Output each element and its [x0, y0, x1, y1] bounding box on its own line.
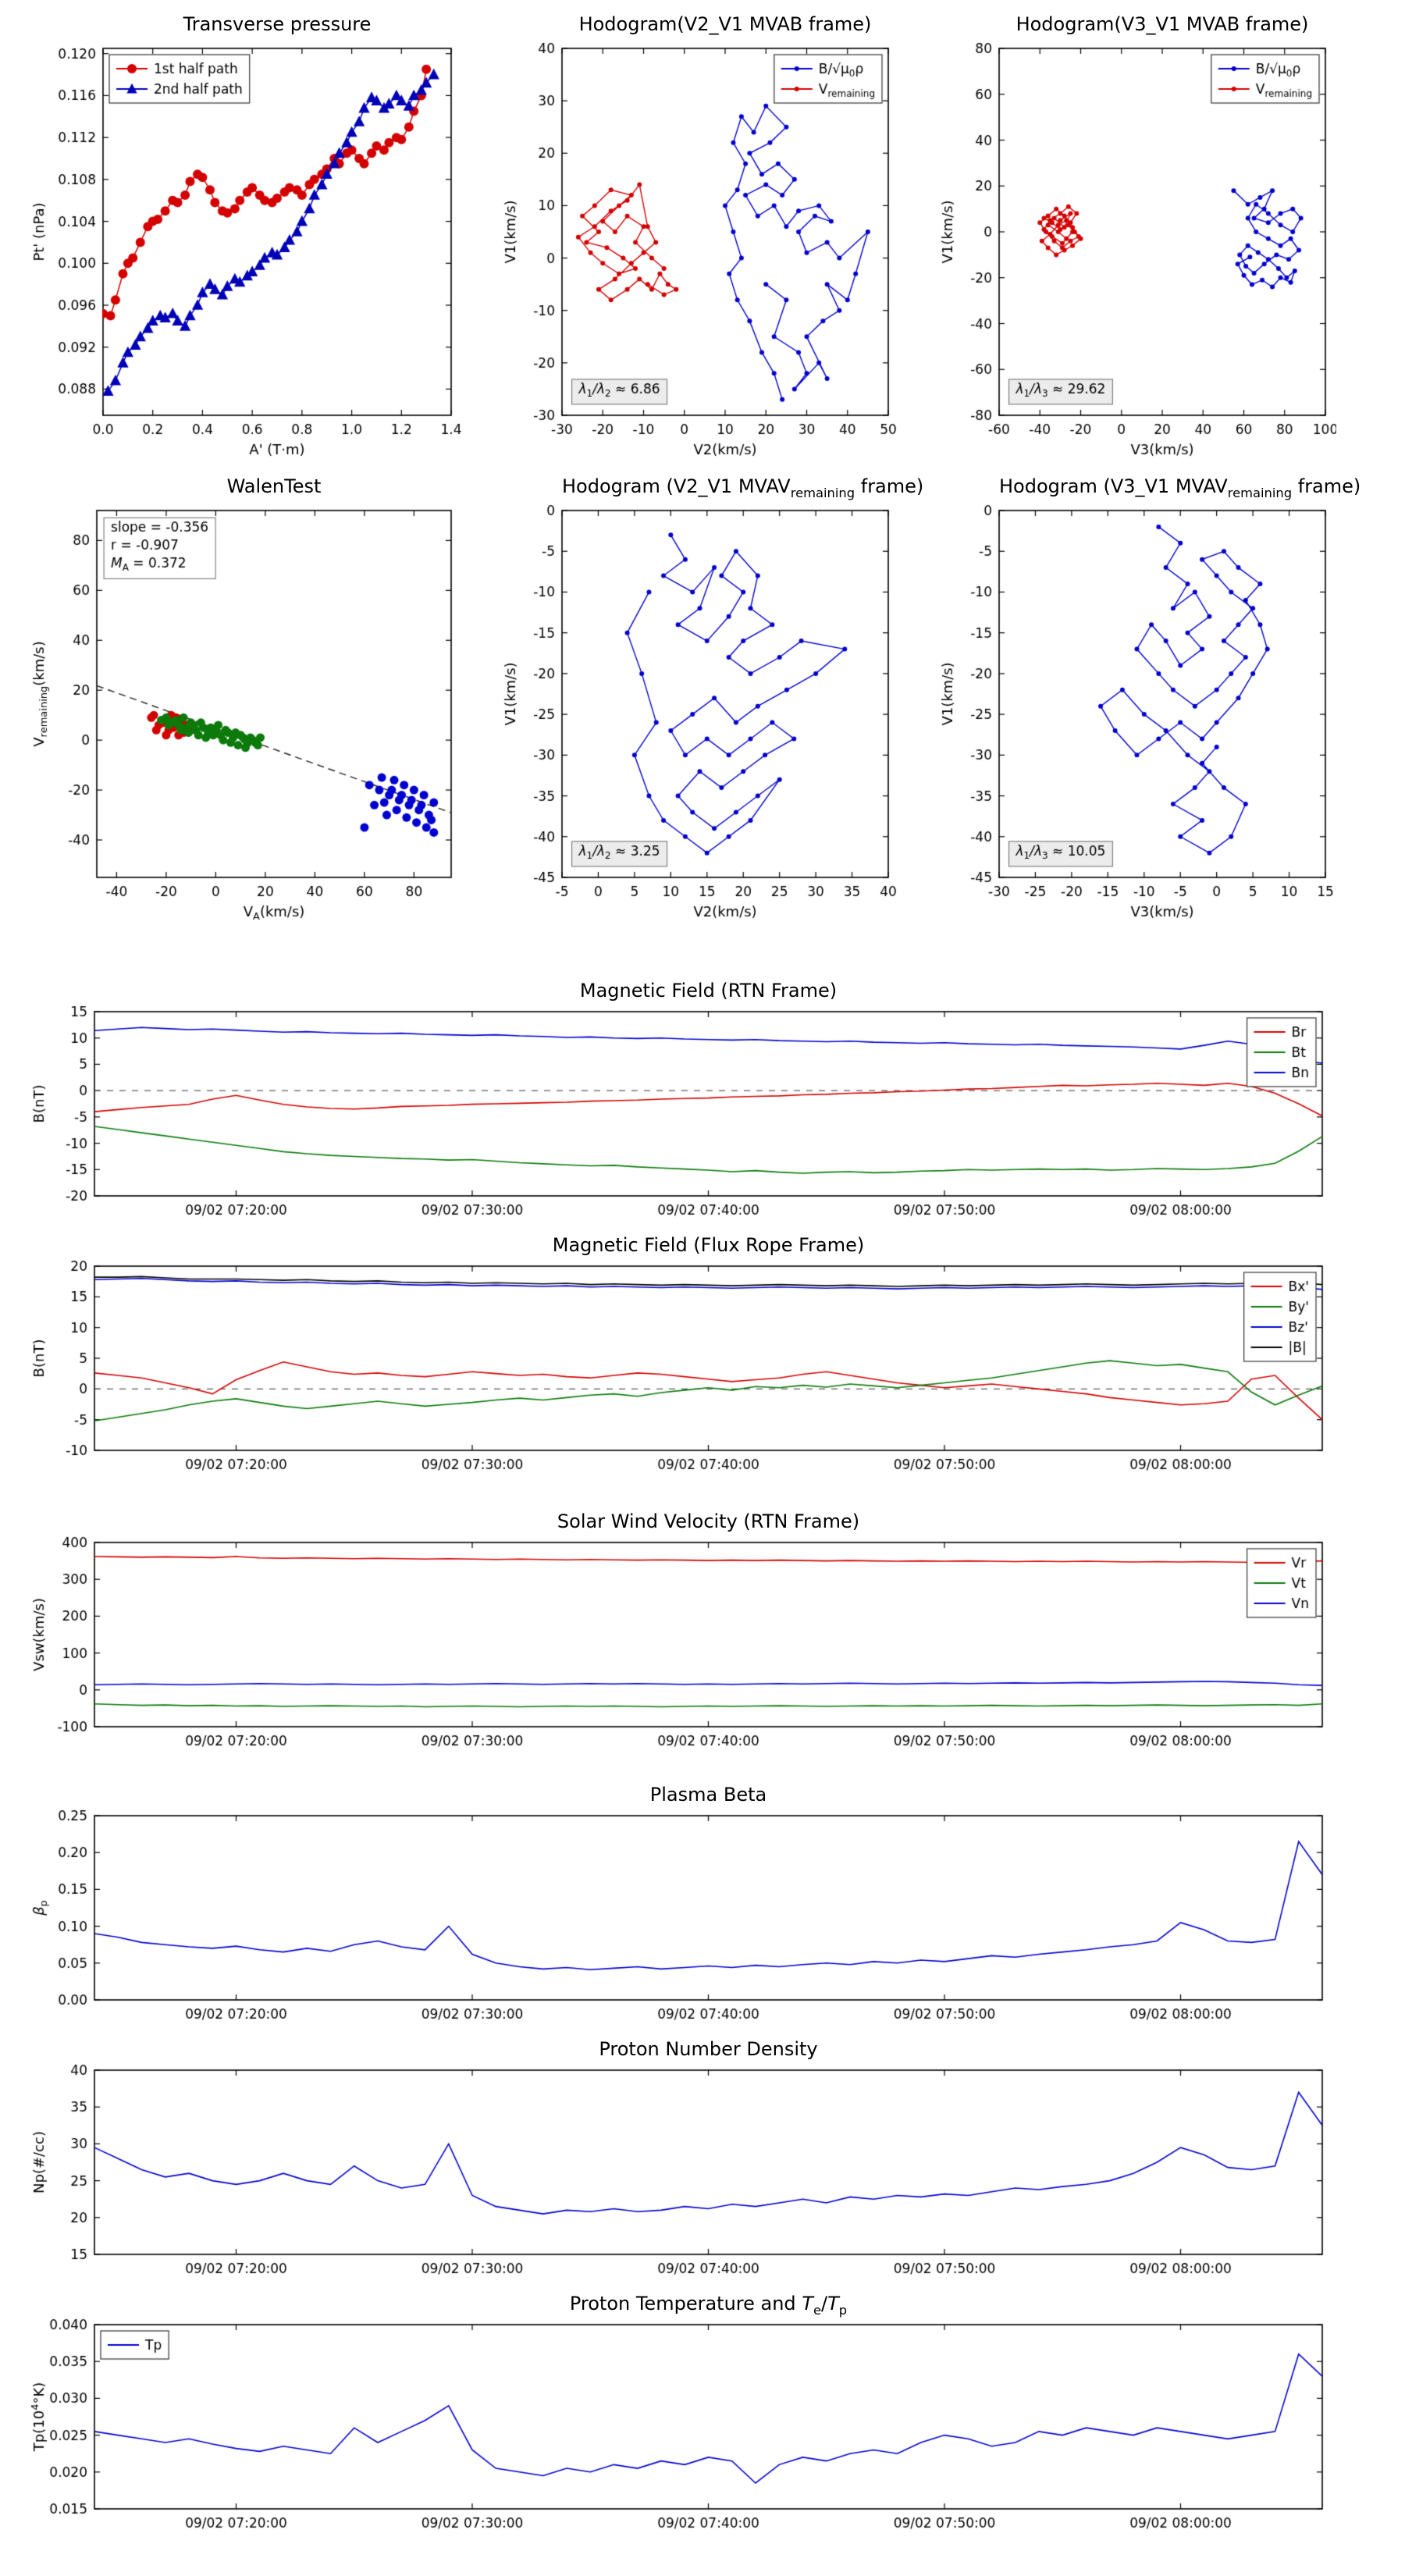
panel-title-solar-wind-velocity: Solar Wind Velocity (RTN Frame): [94, 1508, 1322, 1536]
panel-proton-number-density: Proton Number Density: [28, 2036, 1333, 2290]
title-text: Hodogram (V2_V1 MVAV: [562, 475, 791, 497]
title-text: T: [827, 2293, 839, 2314]
panel-title-magnetic-field-rtn: Magnetic Field (RTN Frame): [94, 977, 1322, 1005]
plot-canvas-solar-wind-velocity: [28, 1536, 1333, 1763]
panel-magnetic-field-rtn: Magnetic Field (RTN Frame): [28, 977, 1333, 1232]
title-text: Magnetic Field (RTN Frame): [579, 980, 838, 1002]
plot-canvas-hodogram-v2v1-mvab: [500, 39, 899, 464]
panel-plasma-beta: Plasma Beta: [28, 1781, 1333, 2036]
panel-walen-test: WalenTest: [28, 473, 462, 926]
title-text: Magnetic Field (Flux Rope Frame): [552, 1234, 865, 1256]
title-text: remaining: [790, 486, 855, 501]
panel-title-proton-temperature: Proton Temperature and Te/Tp: [94, 2290, 1322, 2318]
plot-canvas-hodogram-v3v1-mvav: [937, 501, 1336, 926]
panel-solar-wind-velocity: Solar Wind Velocity (RTN Frame): [28, 1508, 1333, 1763]
plot-canvas-proton-temperature: [28, 2318, 1333, 2545]
title-text: frame): [1292, 475, 1361, 497]
panel-title-hodogram-v2v1-mvav: Hodogram (V2_V1 MVAVremaining frame): [562, 473, 923, 501]
plot-canvas-transverse-pressure: [28, 39, 462, 464]
panel-title-magnetic-field-flux-rope: Magnetic Field (Flux Rope Frame): [94, 1232, 1322, 1260]
title-text: Hodogram (V3_V1 MVAV: [999, 475, 1228, 497]
plot-canvas-plasma-beta: [28, 1809, 1333, 2036]
title-text: frame): [855, 475, 924, 497]
title-text: T: [802, 2293, 813, 2314]
panel-title-hodogram-v3v1-mvav: Hodogram (V3_V1 MVAVremaining frame): [999, 473, 1361, 501]
title-text: Transverse pressure: [183, 13, 372, 35]
title-text: Hodogram(V2_V1 MVAB frame): [578, 13, 872, 35]
panel-title-walen-test: WalenTest: [97, 473, 451, 501]
plot-canvas-proton-number-density: [28, 2064, 1333, 2290]
title-text: WalenTest: [226, 475, 322, 497]
panel-hodogram-v2v1-mvav: Hodogram (V2_V1 MVAVremaining frame): [500, 473, 923, 926]
panel-title-hodogram-v2v1-mvab: Hodogram(V2_V1 MVAB frame): [562, 11, 888, 39]
plot-canvas-walen-test: [28, 501, 462, 926]
panel-proton-temperature: Proton Temperature and Te/Tp: [28, 2290, 1333, 2545]
title-text: /: [821, 2293, 828, 2314]
title-text: Plasma Beta: [649, 1784, 767, 1806]
title-text: e: [813, 2303, 822, 2318]
panel-hodogram-v2v1-mvab: Hodogram(V2_V1 MVAB frame): [500, 11, 899, 464]
panel-hodogram-v3v1-mvab: Hodogram(V3_V1 MVAB frame): [937, 11, 1336, 464]
plot-canvas-magnetic-field-flux-rope: [28, 1260, 1333, 1486]
title-text: Solar Wind Velocity (RTN Frame): [557, 1510, 860, 1532]
title-text: remaining: [1227, 486, 1293, 501]
title-text: p: [838, 2303, 848, 2318]
panel-hodogram-v3v1-mvav: Hodogram (V3_V1 MVAVremaining frame): [937, 473, 1361, 926]
title-text: Proton Number Density: [599, 2038, 818, 2060]
panel-title-plasma-beta: Plasma Beta: [94, 1781, 1322, 1809]
panel-title-transverse-pressure: Transverse pressure: [103, 11, 451, 39]
title-text: Hodogram(V3_V1 MVAB frame): [1016, 13, 1309, 35]
plot-canvas-hodogram-v3v1-mvab: [937, 39, 1336, 464]
plot-canvas-hodogram-v2v1-mvav: [500, 501, 899, 926]
title-text: Proton Temperature and: [569, 2293, 802, 2314]
plot-canvas-magnetic-field-rtn: [28, 1005, 1333, 1232]
panel-title-proton-number-density: Proton Number Density: [94, 2036, 1322, 2064]
panel-title-hodogram-v3v1-mvab: Hodogram(V3_V1 MVAB frame): [999, 11, 1325, 39]
panel-magnetic-field-flux-rope: Magnetic Field (Flux Rope Frame): [28, 1232, 1333, 1486]
panel-transverse-pressure: Transverse pressure: [28, 11, 462, 464]
